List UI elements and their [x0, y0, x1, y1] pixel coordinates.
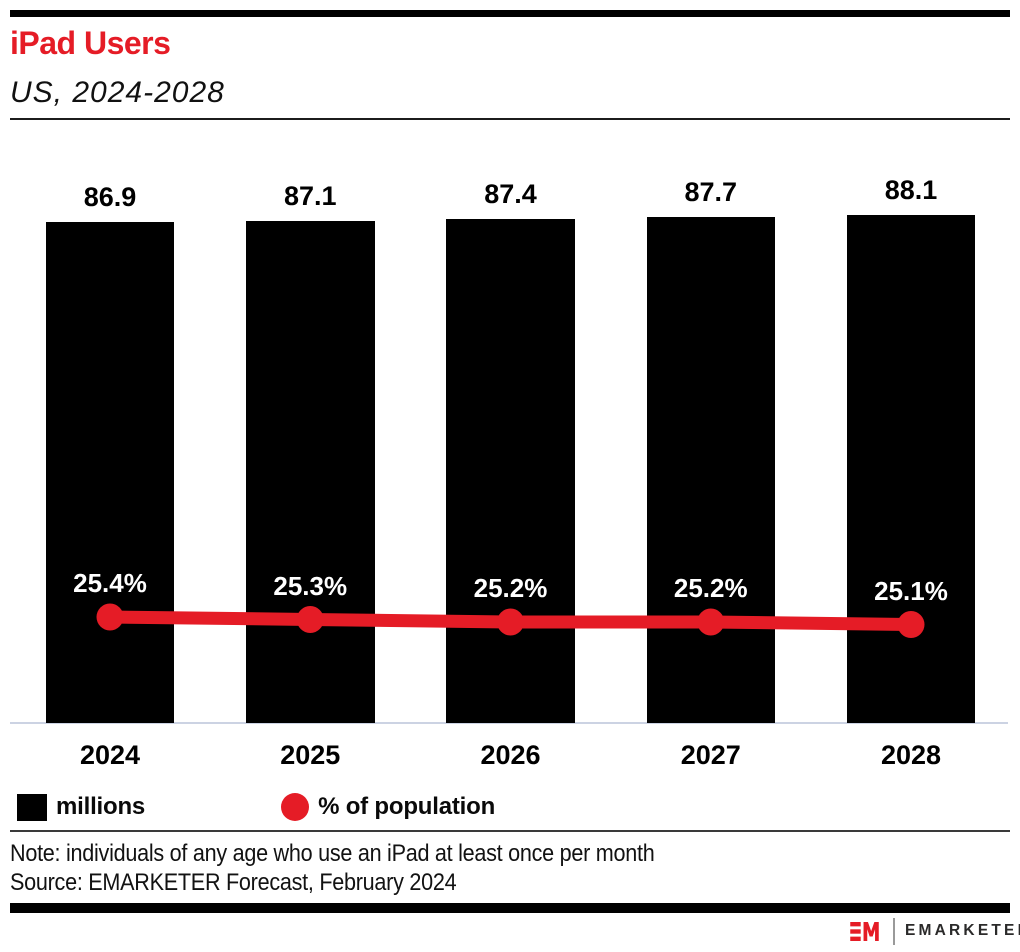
bar-2028 [846, 215, 976, 723]
bar-2026 [446, 219, 575, 723]
bar-value-label: 86.9 [83, 181, 137, 212]
logo-wordmark: EMARKETER [905, 922, 1020, 940]
x-axis-label-2026: 2026 [480, 740, 541, 770]
x-axis-label-2025: 2025 [280, 740, 341, 770]
bar-value-label: 87.7 [684, 177, 738, 208]
pct-label: 25.2% [473, 573, 548, 603]
bar-2025 [246, 220, 375, 723]
legend-line-label: % of population [318, 793, 496, 820]
pct-label: 25.1% [874, 575, 948, 606]
x-axis-label-2024: 2024 [79, 740, 141, 770]
bar-value-label: 87.1 [283, 180, 337, 211]
logo-divider [893, 917, 895, 945]
footer-bar [10, 903, 1010, 913]
legend-bar-label: millions [56, 793, 146, 820]
title-divider [10, 118, 1010, 120]
pct-label: 25.3% [273, 570, 348, 601]
bar-2024 [45, 221, 175, 723]
legend: millions % of population [17, 792, 495, 822]
emarketer-logo: EMARKETER [850, 917, 1020, 945]
chart-title: iPad Users [10, 25, 171, 61]
bar-value-label: 87.4 [484, 179, 537, 210]
source-text: Source: EMARKETER Forecast, February 202… [10, 869, 457, 896]
x-axis-line [10, 722, 1008, 724]
pct-label: 25.4% [73, 568, 147, 598]
note-divider [10, 830, 1010, 832]
x-axis-label-2028: 2028 [880, 740, 942, 770]
legend-bar-swatch [17, 793, 47, 821]
note-text: Note: individuals of any age who use an … [10, 840, 655, 867]
em-monogram-icon [850, 921, 879, 941]
x-axis-label-2027: 2027 [680, 740, 741, 770]
top-rule [10, 10, 1010, 17]
chart-subtitle: US, 2024-2028 [10, 76, 225, 109]
pct-label: 25.2% [673, 573, 748, 603]
bar-value-label: 88.1 [884, 175, 938, 205]
legend-line-swatch [281, 793, 310, 821]
bar-2027 [646, 217, 775, 723]
